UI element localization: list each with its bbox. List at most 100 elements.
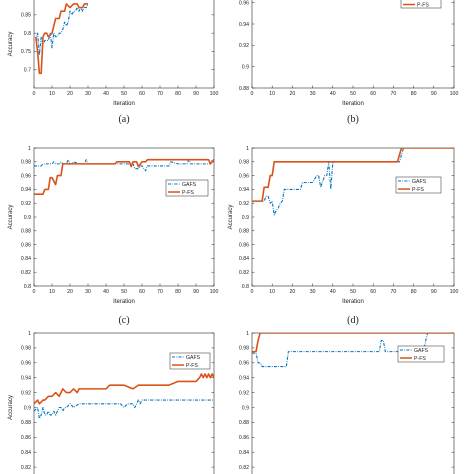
y-tick-label: 0.92 bbox=[239, 43, 249, 49]
legend-label-pfs: P-FS bbox=[186, 363, 198, 369]
x-tick-label: 40 bbox=[103, 91, 109, 97]
y-tick-label: 0.84 bbox=[239, 450, 249, 456]
y-tick-label: 0.9 bbox=[242, 64, 249, 70]
plot-frame bbox=[251, 0, 455, 89]
legend-label-gafs: GAFS bbox=[186, 355, 201, 361]
x-tick-label: 20 bbox=[290, 289, 296, 295]
x-tick-label: 40 bbox=[103, 289, 109, 295]
y-tick-label: 0.85 bbox=[21, 13, 31, 19]
y-tick-label: 1 bbox=[246, 331, 249, 337]
y-tick-label: 1 bbox=[246, 146, 249, 152]
chart-panel-4: 0.80.820.840.860.880.90.920.940.960.9810… bbox=[228, 146, 458, 326]
y-tick-label: 0.94 bbox=[21, 376, 31, 382]
y-tick-label: 0.92 bbox=[239, 201, 249, 207]
series-line-pfs bbox=[34, 158, 214, 196]
y-tick-label: 0.98 bbox=[239, 160, 249, 166]
panel-caption: (a) bbox=[118, 114, 129, 125]
x-tick-label: 70 bbox=[391, 289, 397, 295]
y-tick-label: 0.82 bbox=[21, 270, 31, 276]
x-tick-label: 50 bbox=[350, 289, 356, 295]
x-tick-label: 50 bbox=[121, 91, 127, 97]
x-tick-label: 90 bbox=[431, 91, 437, 97]
y-tick-label: 0.96 bbox=[239, 173, 249, 179]
y-tick-label: 0.98 bbox=[21, 346, 31, 352]
y-tick-label: 0.82 bbox=[239, 270, 249, 276]
y-tick-label: 0.84 bbox=[239, 256, 249, 262]
x-tick-label: 100 bbox=[210, 289, 219, 295]
x-tick-label: 30 bbox=[85, 289, 91, 295]
x-tick-label: 50 bbox=[121, 289, 127, 295]
y-tick-label: 0.88 bbox=[239, 420, 249, 426]
y-tick-label: 0.8 bbox=[24, 31, 31, 37]
series-line-pfs bbox=[35, 3, 88, 75]
x-axis-label: Iteration bbox=[113, 101, 135, 107]
y-tick-label: 0.98 bbox=[239, 346, 249, 352]
y-tick-label: 0.9 bbox=[24, 405, 31, 411]
x-tick-label: 70 bbox=[391, 91, 397, 97]
x-tick-label: 0 bbox=[33, 91, 36, 97]
y-tick-label: 0.88 bbox=[21, 229, 31, 235]
y-tick-label: 0.94 bbox=[21, 187, 31, 193]
legend: GAFS P-FS bbox=[165, 179, 209, 197]
x-axis-label: Iteration bbox=[342, 299, 364, 305]
y-tick-label: 0.96 bbox=[21, 173, 31, 179]
y-axis-label: Accuracy bbox=[8, 32, 14, 57]
y-axis-label: Accuracy bbox=[8, 395, 14, 420]
legend-label-pfs: P-FS bbox=[417, 2, 429, 8]
x-tick-label: 90 bbox=[193, 91, 199, 97]
y-tick-label: 0.94 bbox=[239, 22, 249, 28]
panel-caption: (b) bbox=[347, 114, 359, 125]
x-tick-label: 70 bbox=[157, 91, 163, 97]
series-line-gafs bbox=[252, 148, 454, 216]
legend-box bbox=[400, 0, 442, 9]
y-tick-label: 0.96 bbox=[239, 0, 249, 6]
x-tick-label: 60 bbox=[139, 91, 145, 97]
y-tick-label: 0.8 bbox=[242, 284, 249, 290]
y-tick-label: 0.8 bbox=[24, 284, 31, 290]
chart-panel-1: 0.7 0.75 0.8 0.85 0 10 20 30 40 50 60 70 80 90 100 Iter… bbox=[8, 0, 218, 125]
x-tick-label: 60 bbox=[370, 289, 376, 295]
panel-caption: (c) bbox=[118, 315, 129, 326]
legend-label-pfs: P-FS bbox=[414, 356, 426, 362]
x-tick-label: 100 bbox=[210, 91, 219, 97]
x-tick-label: 40 bbox=[330, 289, 336, 295]
chart-panel-2: 0.88 0.9 0.92 0.94 0.96 0 10 20 30 40 50 60 70 80 90 10… bbox=[239, 0, 459, 125]
x-tick-label: 90 bbox=[431, 289, 437, 295]
y-tick-label: 0.96 bbox=[21, 361, 31, 367]
y-tick-label: 0.9 bbox=[242, 405, 249, 411]
y-tick-label: 0.84 bbox=[21, 256, 31, 262]
x-axis-label: Iteration bbox=[342, 101, 364, 107]
series-line-gafs bbox=[35, 3, 89, 56]
x-tick-label: 30 bbox=[310, 91, 316, 97]
y-tick-label: 0.94 bbox=[239, 376, 249, 382]
legend-label-gafs: GAFS bbox=[182, 182, 197, 188]
x-tick-label: 0 bbox=[251, 289, 254, 295]
x-tick-label: 30 bbox=[310, 289, 316, 295]
x-tick-label: 80 bbox=[411, 289, 417, 295]
y-tick-label: 0.82 bbox=[239, 465, 249, 471]
legend-label-gafs: GAFS bbox=[412, 179, 427, 185]
y-tick-label: 0.88 bbox=[239, 86, 249, 92]
legend: GAFS P-FS bbox=[395, 176, 442, 194]
panel-caption: (d) bbox=[347, 315, 359, 326]
x-tick-label: 0 bbox=[251, 91, 254, 97]
y-tick-label: 0.92 bbox=[21, 390, 31, 396]
x-tick-label: 20 bbox=[67, 91, 73, 97]
y-tick-label: 0.84 bbox=[21, 450, 31, 456]
x-tick-label: 30 bbox=[85, 91, 91, 97]
y-tick-label: 1 bbox=[28, 146, 31, 152]
x-tick-label: 50 bbox=[350, 91, 356, 97]
x-tick-label: 80 bbox=[175, 289, 181, 295]
series-line-gafs bbox=[34, 399, 214, 420]
plot-frame bbox=[251, 147, 455, 287]
series-line-pfs bbox=[252, 333, 454, 353]
chart-panel-3: 0.80.820.840.860.880.90.920.940.960.9810… bbox=[8, 146, 218, 326]
x-tick-label: 100 bbox=[450, 91, 459, 97]
legend-label-gafs: GAFS bbox=[414, 348, 429, 354]
x-tick-label: 70 bbox=[157, 289, 163, 295]
y-axis-label: Accuracy bbox=[228, 205, 234, 230]
y-tick-label: 0.88 bbox=[21, 420, 31, 426]
legend: GAFS P-FS bbox=[397, 345, 445, 363]
y-tick-label: 0.82 bbox=[21, 465, 31, 471]
y-tick-label: 0.9 bbox=[242, 215, 249, 221]
